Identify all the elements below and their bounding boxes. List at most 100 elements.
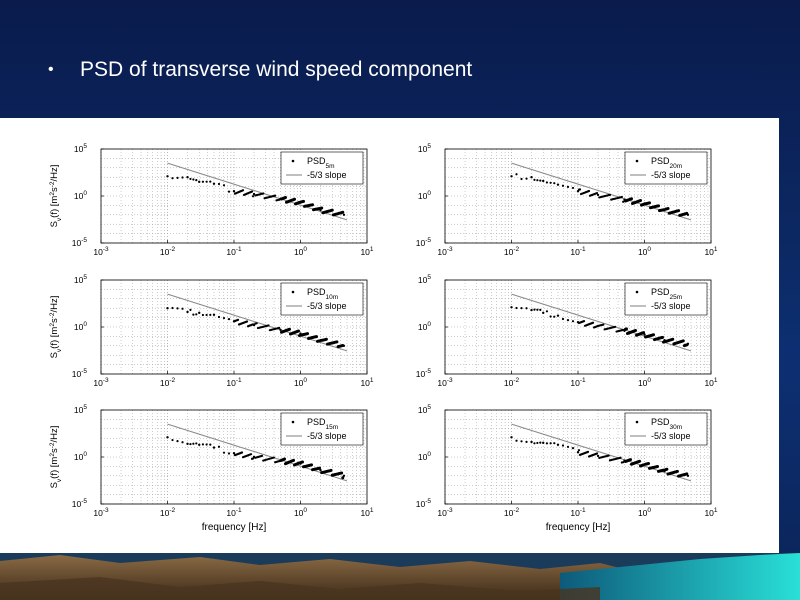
legend-point-marker	[635, 290, 639, 294]
legend-psd-label: PSD10m	[307, 287, 338, 301]
psd-point	[232, 190, 236, 193]
psd-point	[566, 318, 570, 322]
psd-point	[647, 462, 651, 466]
psd-point	[638, 198, 642, 202]
psd-point	[556, 183, 560, 186]
x-tick-label: 10-2	[504, 377, 520, 388]
psd-point	[637, 459, 641, 463]
y-tick-label: 100	[74, 451, 87, 462]
psd-point	[596, 454, 600, 458]
y-tick-label: 100	[74, 190, 87, 201]
psd-point	[525, 440, 528, 444]
psd-point	[201, 180, 205, 183]
x-tick-label: 100	[294, 246, 307, 257]
psd-point	[525, 177, 528, 180]
x-tick-label: 100	[638, 246, 651, 257]
legend-psd-label: PSD5m	[307, 156, 335, 170]
y-tick-label: 100	[418, 451, 431, 462]
psd-point	[329, 468, 333, 472]
psd-point	[341, 476, 345, 480]
psd-point	[685, 472, 689, 476]
legend-box	[280, 282, 364, 316]
psd-point	[198, 311, 201, 315]
psd-point	[195, 179, 198, 182]
psd-point	[278, 460, 281, 463]
psd-point	[515, 306, 518, 310]
psd-point	[530, 308, 533, 312]
y-tick-label: 100	[418, 321, 431, 332]
x-tick-label: 10-1	[570, 507, 586, 518]
y-tick-label: 10-5	[416, 498, 432, 509]
x-tick-label: 10-1	[570, 246, 586, 257]
chart-30m: 10-3 10-2 10-1 100 101 105 100 10-5 frequency [H…	[416, 404, 718, 533]
psd-point	[279, 328, 282, 332]
y-tick-label: 105	[418, 404, 431, 415]
legend-psd-label: PSD20m	[651, 156, 682, 170]
psd-point	[342, 213, 346, 216]
psd-point	[195, 442, 198, 445]
psd-point	[232, 452, 236, 455]
psd-figure: 10-3 10-2 10-1 100 101 105 100 10-5 Sv(f) [m2s-2…	[49, 143, 718, 533]
psd-point	[301, 460, 305, 464]
psd-point	[571, 320, 575, 323]
legend-slope-label: -5/3 slope	[307, 170, 347, 180]
psd-point	[287, 327, 291, 331]
psd-point	[595, 452, 599, 455]
psd-point	[533, 308, 536, 311]
psd-point	[520, 307, 523, 310]
psd-point	[556, 314, 560, 317]
psd-point	[536, 441, 539, 445]
psd-point	[176, 440, 179, 443]
psd-point	[510, 306, 513, 309]
psd-point	[251, 457, 255, 460]
psd-point	[236, 318, 240, 321]
psd-point	[201, 313, 205, 317]
x-tick-label: 10-3	[93, 246, 109, 257]
psd-point	[222, 451, 226, 454]
psd-point	[685, 343, 689, 347]
x-tick-label: 10-2	[160, 377, 176, 388]
psd-point	[282, 457, 286, 461]
psd-point	[582, 319, 586, 323]
psd-point	[602, 323, 605, 326]
psd-point	[665, 467, 669, 471]
psd-point	[181, 176, 184, 179]
slope-line	[167, 423, 348, 482]
legend-psd-label: PSD30m	[651, 417, 682, 431]
y-tick-label: 105	[74, 404, 87, 415]
psd-point	[685, 211, 689, 215]
psd-point	[545, 310, 549, 313]
x-tick-label: 10-1	[570, 377, 586, 388]
x-tick-label: 10-3	[93, 377, 109, 388]
psd-point	[577, 449, 581, 452]
y-tick-label: 100	[74, 321, 87, 332]
psd-point	[556, 443, 560, 446]
psd-point	[566, 445, 570, 448]
psd-point	[278, 198, 281, 201]
x-tick-label: 10-2	[160, 246, 176, 257]
x-axis-label: frequency [Hz]	[202, 522, 267, 533]
psd-point	[302, 199, 306, 203]
psd-point	[192, 178, 195, 181]
psd-point	[198, 180, 201, 184]
psd-point	[520, 440, 523, 443]
psd-point	[675, 469, 679, 473]
legend-point-marker	[635, 420, 639, 424]
psd-point	[166, 436, 169, 439]
psd-point	[189, 308, 192, 312]
x-tick-label: 10-1	[226, 507, 242, 518]
psd-point	[209, 443, 212, 446]
psd-point	[515, 439, 518, 442]
psd-point	[677, 209, 681, 213]
psd-point	[171, 306, 174, 310]
psd-point	[212, 446, 216, 449]
psd-point	[566, 185, 570, 188]
psd-point	[227, 452, 231, 455]
psd-point	[549, 315, 552, 318]
psd-point	[335, 340, 339, 344]
psd-point	[533, 442, 536, 445]
psd-point	[648, 201, 652, 205]
legend-box	[624, 282, 708, 316]
psd-point	[661, 335, 665, 339]
psd-point	[181, 441, 184, 444]
